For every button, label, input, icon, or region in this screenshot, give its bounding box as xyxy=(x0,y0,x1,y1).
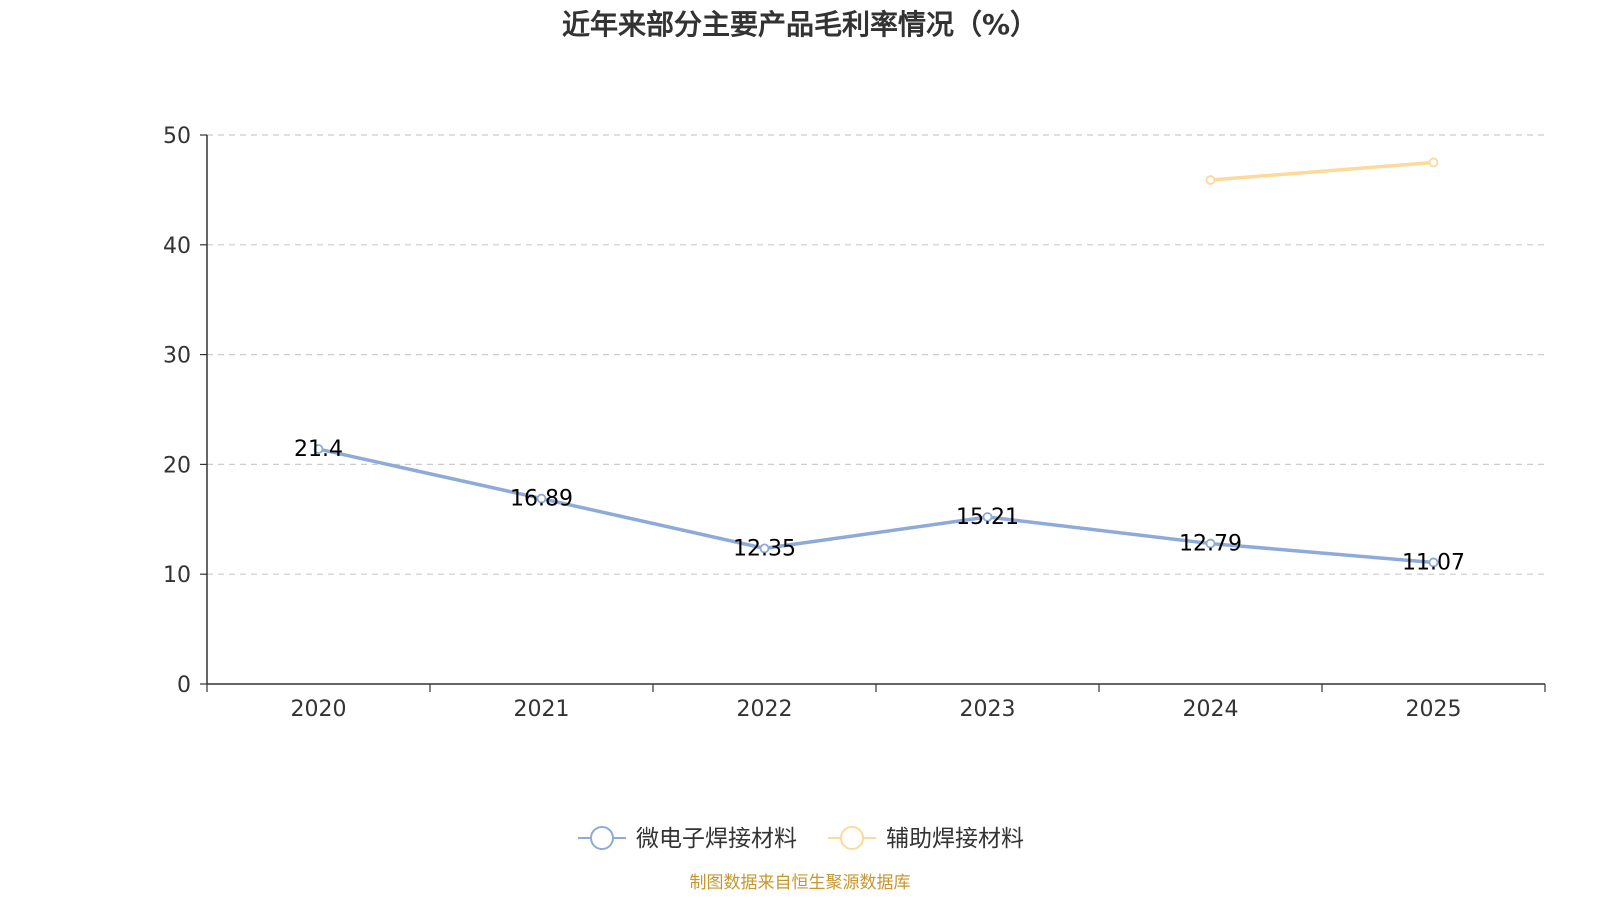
data-label: 12.35 xyxy=(733,536,796,561)
legend-item-2[interactable]: 辅助焊接材料 xyxy=(828,826,1024,852)
data-point xyxy=(1428,157,1439,168)
series-lines xyxy=(313,157,1439,568)
y-tick-label: 30 xyxy=(163,344,191,369)
grid-lines xyxy=(207,134,1545,575)
chart-title: 近年来部分主要产品毛利率情况（%） xyxy=(562,8,1038,41)
data-point xyxy=(313,444,324,454)
y-tick-label: 0 xyxy=(177,673,191,698)
x-tick-label: 2023 xyxy=(960,697,1016,722)
axes: 0 10 20 30 40 50 2020 2021 2022 2023 2024 2025 xyxy=(163,124,1546,722)
series-2 xyxy=(1205,157,1439,185)
legend-label: 微电子焊接材料 xyxy=(636,826,797,852)
data-label: 21.4 xyxy=(294,437,343,462)
data-point xyxy=(1205,175,1216,185)
y-tick-label: 50 xyxy=(163,124,191,149)
series-1 xyxy=(313,444,1439,568)
data-point xyxy=(1428,557,1439,568)
x-tick-label: 2025 xyxy=(1406,697,1462,722)
data-label: 16.89 xyxy=(510,487,573,512)
series-line xyxy=(316,447,1436,565)
data-point xyxy=(1205,538,1216,549)
x-tick-label: 2020 xyxy=(291,697,347,722)
x-tick-label: 2021 xyxy=(514,697,570,722)
legend[interactable]: 微电子焊接材料 辅助焊接材料 xyxy=(578,826,1024,852)
data-label: 11.07 xyxy=(1402,550,1465,575)
y-tick-label: 40 xyxy=(163,234,191,259)
series-line xyxy=(1208,160,1436,182)
data-labels: 21.4 16.89 12.35 15.21 12.79 11.07 xyxy=(294,437,1465,575)
legend-item-1[interactable]: 微电子焊接材料 xyxy=(578,826,797,852)
legend-circle-icon xyxy=(590,826,614,850)
data-point xyxy=(982,512,993,522)
source-note: 制图数据来自恒生聚源数据库 xyxy=(690,873,911,893)
legend-circle-icon xyxy=(840,826,864,850)
x-tick-label: 2024 xyxy=(1183,697,1239,722)
x-tick-label: 2022 xyxy=(737,697,793,722)
legend-label: 辅助焊接材料 xyxy=(886,826,1024,852)
data-label: 12.79 xyxy=(1179,532,1242,557)
data-label: 15.21 xyxy=(956,505,1019,530)
data-point xyxy=(536,493,547,504)
y-tick-label: 20 xyxy=(163,453,191,478)
y-tick-label: 10 xyxy=(163,563,191,588)
data-point xyxy=(759,543,770,554)
